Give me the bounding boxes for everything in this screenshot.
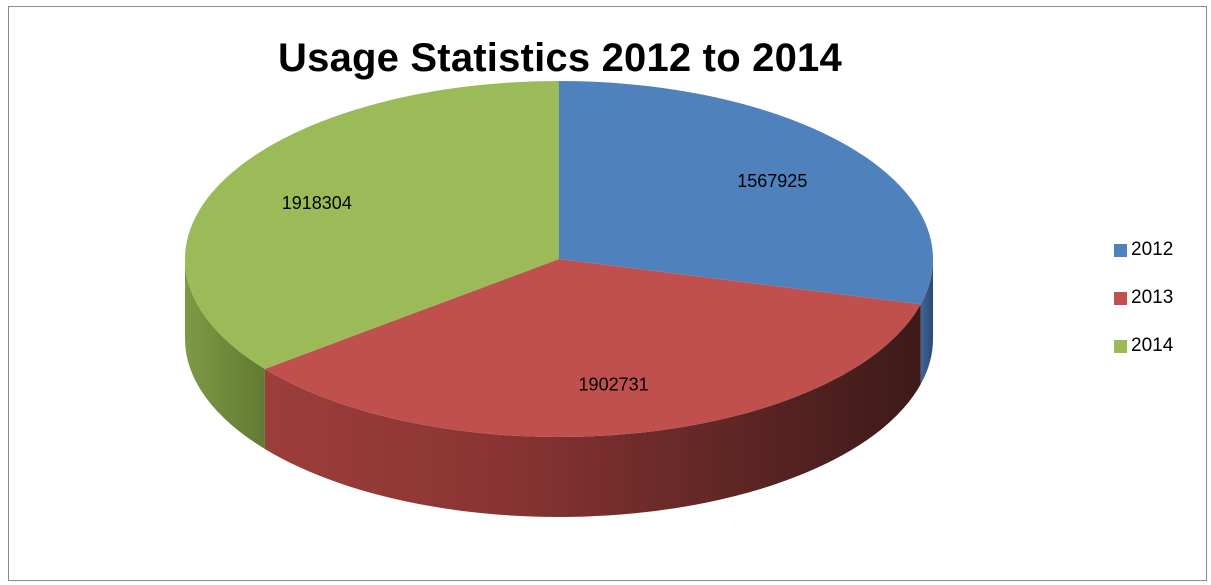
legend: 2012 2013 2014 bbox=[1114, 239, 1174, 384]
legend-item-2013: 2013 bbox=[1114, 287, 1174, 308]
legend-swatch-2014 bbox=[1114, 339, 1127, 353]
pie-tops bbox=[184, 81, 933, 438]
pie-side-2012 bbox=[920, 259, 934, 385]
legend-item-2012: 2012 bbox=[1114, 239, 1174, 260]
legend-swatch-2012 bbox=[1114, 243, 1127, 257]
data-label-2013: 1902731 bbox=[579, 375, 649, 395]
pie-side-2014 bbox=[185, 259, 265, 449]
chart-title: Usage Statistics 2012 to 2014 bbox=[278, 36, 842, 80]
pie-slice-2013 bbox=[264, 259, 921, 438]
legend-label-2013: 2013 bbox=[1131, 287, 1174, 308]
pie-sides bbox=[185, 259, 934, 517]
legend-label-2014: 2014 bbox=[1131, 335, 1174, 356]
pie-slice-2012 bbox=[559, 81, 933, 305]
legend-item-2014: 2014 bbox=[1114, 335, 1174, 356]
data-label-2012: 1567925 bbox=[737, 171, 807, 191]
legend-swatch-2013 bbox=[1114, 291, 1127, 305]
pie-side-2013 bbox=[264, 304, 921, 517]
pie-slice-2014 bbox=[184, 81, 559, 369]
data-label-2014: 1918304 bbox=[282, 193, 352, 213]
legend-label-2012: 2012 bbox=[1131, 239, 1174, 260]
pie-labels: 1567925 1902731 1918304 bbox=[282, 171, 808, 395]
